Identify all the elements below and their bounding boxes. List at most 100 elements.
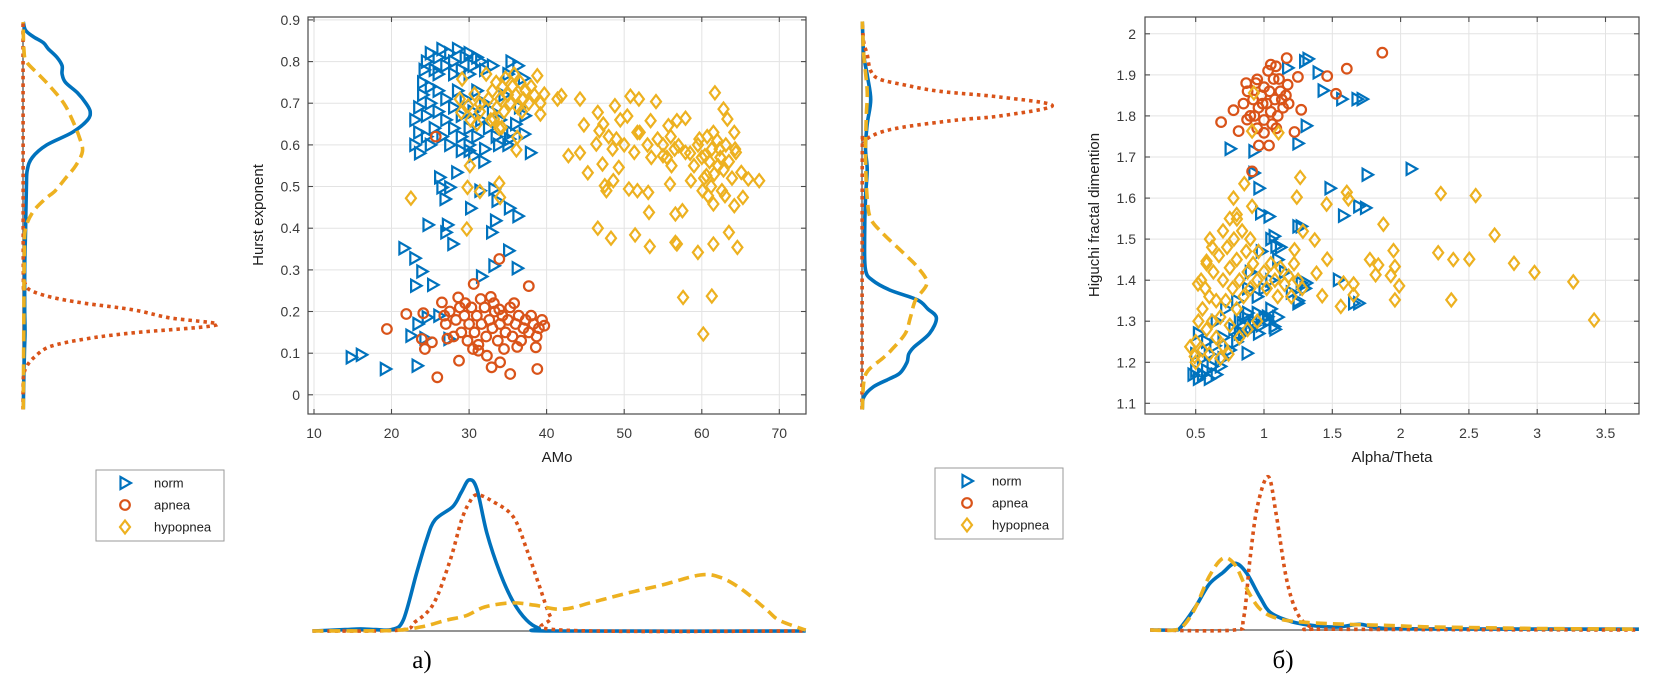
point-hypopnea (683, 144, 697, 162)
legend-item-hypopnea: hypopnea (960, 516, 1050, 534)
point-norm (486, 57, 501, 74)
point-hypopnea (1369, 266, 1382, 284)
point-hypopnea (696, 325, 710, 343)
point-hypopnea (513, 74, 527, 91)
point-norm (411, 357, 426, 374)
point-hypopnea (606, 140, 619, 158)
point-hypopnea (492, 174, 506, 192)
point-apnea (429, 130, 442, 143)
point-norm (424, 45, 439, 62)
y-tick-label: 1.2 (1117, 354, 1137, 370)
point-apnea (1248, 109, 1261, 122)
point-norm (486, 224, 500, 241)
point-hypopnea (499, 69, 512, 87)
point-apnea (1267, 73, 1280, 85)
point-apnea (1262, 64, 1274, 77)
point-hypopnea (591, 219, 605, 237)
y-tick-label: 1.4 (1117, 272, 1137, 288)
point-hypopnea (670, 235, 684, 253)
point-norm (510, 116, 524, 132)
point-hypopnea (1392, 277, 1406, 295)
y-tick-label: 1.3 (1117, 313, 1137, 329)
point-hypopnea (656, 136, 670, 154)
point-hypopnea (668, 140, 681, 158)
point-norm (379, 361, 394, 377)
point-norm (432, 103, 447, 120)
point-hypopnea (1227, 189, 1240, 207)
point-norm (436, 179, 451, 196)
scatter-points (345, 41, 766, 384)
point-hypopnea (642, 204, 656, 221)
point-norm (432, 82, 447, 99)
point-hypopnea (1293, 169, 1307, 186)
y-tick-label: 0.3 (281, 262, 301, 278)
point-apnea (1232, 125, 1245, 138)
point-hypopnea (515, 103, 529, 120)
legend-label: apnea (154, 498, 191, 513)
point-norm (424, 137, 439, 153)
y-tick-label: 0.4 (281, 220, 301, 236)
point-hypopnea (707, 235, 720, 253)
point-norm (398, 240, 413, 257)
point-hypopnea (581, 164, 595, 182)
point-hypopnea (577, 116, 591, 134)
point-hypopnea (473, 95, 487, 113)
point-hypopnea (656, 147, 670, 165)
point-hypopnea (1342, 190, 1355, 208)
point-hypopnea (664, 128, 678, 145)
point-apnea (1252, 139, 1265, 152)
point-hypopnea (612, 159, 626, 176)
alpha-theta-density-marginal (1150, 474, 1640, 633)
density-curve-hypopnea (312, 572, 807, 633)
point-hypopnea (719, 136, 733, 154)
point-hypopnea (1377, 215, 1390, 233)
point-hypopnea (493, 189, 507, 206)
point-norm (455, 142, 470, 159)
point-hypopnea (589, 135, 603, 153)
point-hypopnea (734, 164, 748, 181)
point-apnea (1340, 62, 1353, 75)
point-hypopnea (1363, 251, 1377, 268)
point-apnea (1227, 104, 1240, 117)
point-hypopnea (728, 140, 742, 158)
point-hypopnea (641, 136, 654, 154)
point-norm (1298, 53, 1313, 70)
point-hypopnea (1287, 255, 1301, 273)
axes-frame (1144, 16, 1640, 415)
point-hypopnea (717, 100, 730, 118)
point-norm (440, 224, 455, 241)
point-hypopnea (1233, 271, 1246, 289)
point-hypopnea (1250, 271, 1264, 289)
point-apnea (426, 336, 438, 349)
point-hypopnea (676, 202, 689, 220)
x-tick-label: 3 (1533, 425, 1541, 441)
point-norm (1254, 205, 1269, 222)
point-hypopnea (660, 149, 674, 166)
axes: 0.5 1 1.5 2 2.5 3 3.5 1.1 1.2 1.3 1.4 1.5 1.6 1.7 1.8 1… (1117, 16, 1640, 441)
point-norm (1405, 161, 1420, 177)
point-hypopnea (1241, 321, 1254, 338)
point-hypopnea (752, 172, 766, 190)
point-norm (448, 120, 462, 137)
amo-density-marginal (312, 477, 807, 634)
point-norm (1281, 60, 1296, 76)
legend-item-norm: norm (961, 473, 1022, 489)
point-hypopnea (1337, 274, 1350, 292)
point-hypopnea (722, 153, 736, 170)
point-hypopnea (1462, 250, 1476, 268)
point-hypopnea (631, 182, 644, 200)
point-norm (1251, 288, 1266, 305)
point-hypopnea (1243, 280, 1257, 297)
point-hypopnea (479, 65, 493, 83)
point-apnea (436, 296, 448, 309)
point-norm (1262, 313, 1277, 330)
point-norm (409, 250, 424, 267)
point-hypopnea (620, 107, 634, 125)
y-tick-label: 1.8 (1117, 108, 1137, 124)
point-apnea (415, 333, 428, 345)
point-hypopnea (1334, 298, 1348, 315)
point-norm (440, 57, 455, 74)
point-hypopnea (727, 124, 741, 141)
point-hypopnea (454, 104, 468, 121)
